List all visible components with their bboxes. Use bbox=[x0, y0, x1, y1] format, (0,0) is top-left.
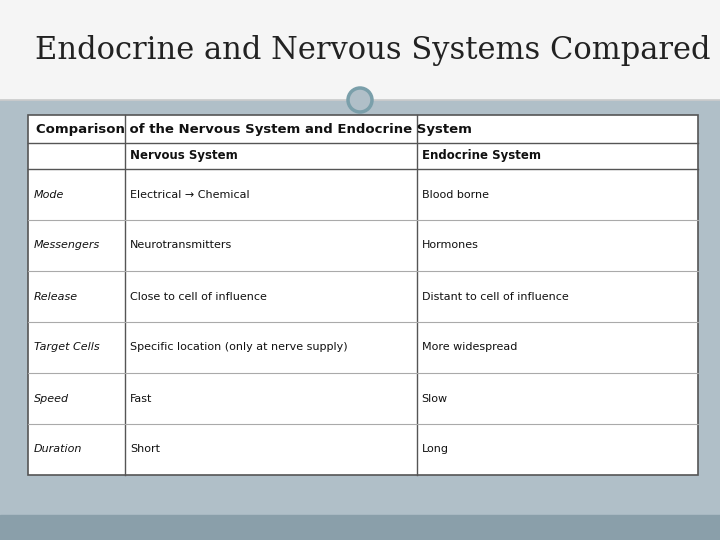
Text: Hormones: Hormones bbox=[422, 240, 479, 251]
Text: Distant to cell of influence: Distant to cell of influence bbox=[422, 292, 568, 301]
Bar bbox=[0, 0, 720, 100]
Text: Messengers: Messengers bbox=[34, 240, 100, 251]
Text: Slow: Slow bbox=[422, 394, 448, 403]
Text: Short: Short bbox=[130, 444, 160, 455]
Text: Specific location (only at nerve supply): Specific location (only at nerve supply) bbox=[130, 342, 348, 353]
Text: Close to cell of influence: Close to cell of influence bbox=[130, 292, 267, 301]
Bar bbox=[0, 515, 720, 540]
Bar bbox=[0, 100, 720, 515]
Text: Fast: Fast bbox=[130, 394, 153, 403]
Circle shape bbox=[348, 88, 372, 112]
Text: Mode: Mode bbox=[34, 190, 64, 199]
Text: Duration: Duration bbox=[34, 444, 82, 455]
Text: Electrical → Chemical: Electrical → Chemical bbox=[130, 190, 250, 199]
Text: Neurotransmitters: Neurotransmitters bbox=[130, 240, 233, 251]
Text: Nervous System: Nervous System bbox=[130, 150, 238, 163]
FancyBboxPatch shape bbox=[28, 115, 698, 475]
Text: More widespread: More widespread bbox=[422, 342, 517, 353]
Text: Comparison of the Nervous System and Endocrine System: Comparison of the Nervous System and End… bbox=[36, 123, 472, 136]
Text: Blood borne: Blood borne bbox=[422, 190, 489, 199]
Text: Long: Long bbox=[422, 444, 449, 455]
Text: Speed: Speed bbox=[34, 394, 69, 403]
Text: Release: Release bbox=[34, 292, 78, 301]
Text: Endocrine and Nervous Systems Compared: Endocrine and Nervous Systems Compared bbox=[35, 35, 711, 65]
Text: Endocrine System: Endocrine System bbox=[422, 150, 541, 163]
Text: Target Cells: Target Cells bbox=[34, 342, 99, 353]
